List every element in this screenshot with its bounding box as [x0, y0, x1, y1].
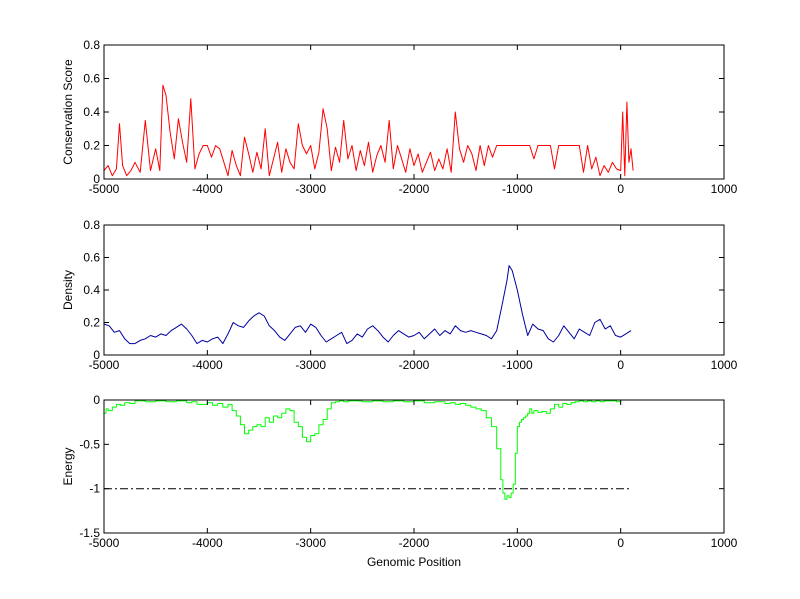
series-group — [104, 84, 634, 177]
plot-area — [104, 45, 724, 179]
panel-3: -5000 -4000 -3000 -2000 -1000 0 1000 -1.5 -1 -0.5… — [61, 393, 738, 569]
y-tick-label: 0.4 — [83, 105, 100, 119]
x-tick-label: -3000 — [295, 358, 326, 372]
y-tick-label: -1.5 — [79, 526, 100, 540]
series-group — [104, 400, 631, 500]
x-tick-label: -1000 — [502, 536, 533, 550]
x-tick-label: -3000 — [295, 536, 326, 550]
y-tick-label: -0.5 — [79, 437, 100, 451]
x-tick-label: -1000 — [502, 358, 533, 372]
y-tick-label: 0 — [93, 172, 100, 186]
x-axis-label: Genomic Position — [367, 555, 461, 569]
x-tick-label: 0 — [617, 536, 624, 550]
plot-area — [104, 400, 724, 533]
x-tick-label: 0 — [617, 182, 624, 196]
y-tick-label: 0.8 — [83, 218, 100, 232]
x-tick-label: 1000 — [711, 358, 738, 372]
plot-area — [104, 225, 724, 355]
x-tick-label: -2000 — [399, 182, 430, 196]
panels: -5000 -4000 -3000 -2000 -1000 0 100000.20.40.6… — [61, 38, 738, 569]
x-tick-label: 1000 — [711, 536, 738, 550]
y-tick-label: 0.2 — [83, 316, 100, 330]
series-line-1 — [104, 400, 622, 500]
y-tick-label: 0.8 — [83, 38, 100, 52]
y-axis-label: Energy — [61, 447, 75, 485]
y-tick-label: 0.6 — [83, 251, 100, 265]
panel-1: -5000 -4000 -3000 -2000 -1000 0 1000 0 0.2 0.4 0.6… — [61, 38, 738, 196]
y-tick-label: 0.6 — [83, 72, 100, 86]
x-tick-label: 0 — [617, 358, 624, 372]
y-tick-label: -1 — [89, 482, 100, 496]
y-axis-label: Density — [61, 270, 75, 310]
x-tick-label: -5000 — [89, 536, 120, 550]
x-tick-label: -2000 — [399, 536, 430, 550]
y-tick-label: 0 — [93, 348, 100, 362]
x-tick-label: -5000 — [89, 182, 120, 196]
x-tick-label: -1000 — [502, 182, 533, 196]
x-tick-label: -3000 — [295, 182, 326, 196]
x-tick-label: -2000 — [399, 358, 430, 372]
series-line-1 — [104, 84, 634, 177]
x-tick-label: -4000 — [192, 182, 223, 196]
y-axis-label: Conservation Score — [61, 59, 75, 165]
x-tick-label: 1000 — [711, 182, 738, 196]
y-tick-label: 0 — [93, 393, 100, 407]
x-tick-label: -4000 — [192, 536, 223, 550]
y-tick-label: 0.2 — [83, 139, 100, 153]
y-tick-label: 0.4 — [83, 283, 100, 297]
series-group — [104, 265, 632, 345]
panel-2: -5000 -4000 -3000 -2000 -1000 0 1000 0 0.2 0.4 0.6… — [61, 218, 738, 372]
series-line-1 — [104, 265, 632, 345]
x-tick-label: -4000 — [192, 358, 223, 372]
x-tick-label: -5000 — [89, 358, 120, 372]
